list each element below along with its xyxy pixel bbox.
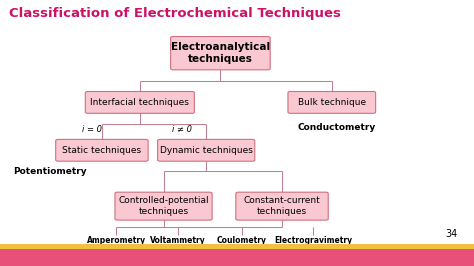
Text: 34: 34 <box>445 229 457 239</box>
Text: Constant-current
techniques: Constant-current techniques <box>244 197 320 216</box>
Text: Potentiometry: Potentiometry <box>13 167 87 176</box>
Text: Static techniques: Static techniques <box>63 146 141 155</box>
FancyBboxPatch shape <box>288 92 375 113</box>
Text: Voltammetry: Voltammetry <box>150 236 206 245</box>
Text: Controlled-potential
techniques: Controlled-potential techniques <box>118 197 209 216</box>
FancyBboxPatch shape <box>171 36 270 70</box>
Text: Conductometry: Conductometry <box>297 123 376 132</box>
Text: i ≠ 0: i ≠ 0 <box>173 124 192 134</box>
Text: i = 0: i = 0 <box>82 124 102 134</box>
Text: Interfacial techniques: Interfacial techniques <box>91 98 189 107</box>
Bar <box>0 249 474 266</box>
FancyBboxPatch shape <box>85 92 194 113</box>
Bar <box>0 244 474 249</box>
Text: Coulometry: Coulometry <box>217 236 267 245</box>
Text: Amperometry: Amperometry <box>87 236 146 245</box>
FancyBboxPatch shape <box>56 139 148 161</box>
Text: Classification of Electrochemical Techniques: Classification of Electrochemical Techni… <box>9 7 341 20</box>
Text: Electrogravimetry: Electrogravimetry <box>274 236 352 245</box>
Text: Electroanalytical
techniques: Electroanalytical techniques <box>171 42 270 64</box>
FancyBboxPatch shape <box>157 139 255 161</box>
Text: Dynamic techniques: Dynamic techniques <box>160 146 253 155</box>
FancyBboxPatch shape <box>115 192 212 220</box>
Text: Bulk technique: Bulk technique <box>298 98 366 107</box>
FancyBboxPatch shape <box>236 192 328 220</box>
